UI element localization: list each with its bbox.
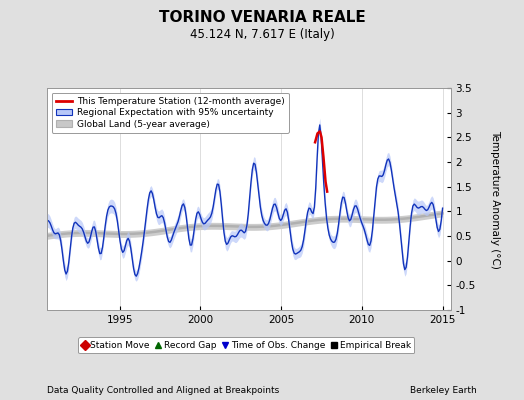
Legend: This Temperature Station (12-month average), Regional Expectation with 95% uncer: This Temperature Station (12-month avera… — [52, 92, 289, 133]
Y-axis label: Temperature Anomaly (°C): Temperature Anomaly (°C) — [489, 130, 500, 268]
Text: TORINO VENARIA REALE: TORINO VENARIA REALE — [159, 10, 365, 25]
Text: Data Quality Controlled and Aligned at Breakpoints: Data Quality Controlled and Aligned at B… — [47, 386, 279, 395]
Text: 45.124 N, 7.617 E (Italy): 45.124 N, 7.617 E (Italy) — [190, 28, 334, 41]
Text: Berkeley Earth: Berkeley Earth — [410, 386, 477, 395]
Legend: Station Move, Record Gap, Time of Obs. Change, Empirical Break: Station Move, Record Gap, Time of Obs. C… — [78, 337, 414, 354]
